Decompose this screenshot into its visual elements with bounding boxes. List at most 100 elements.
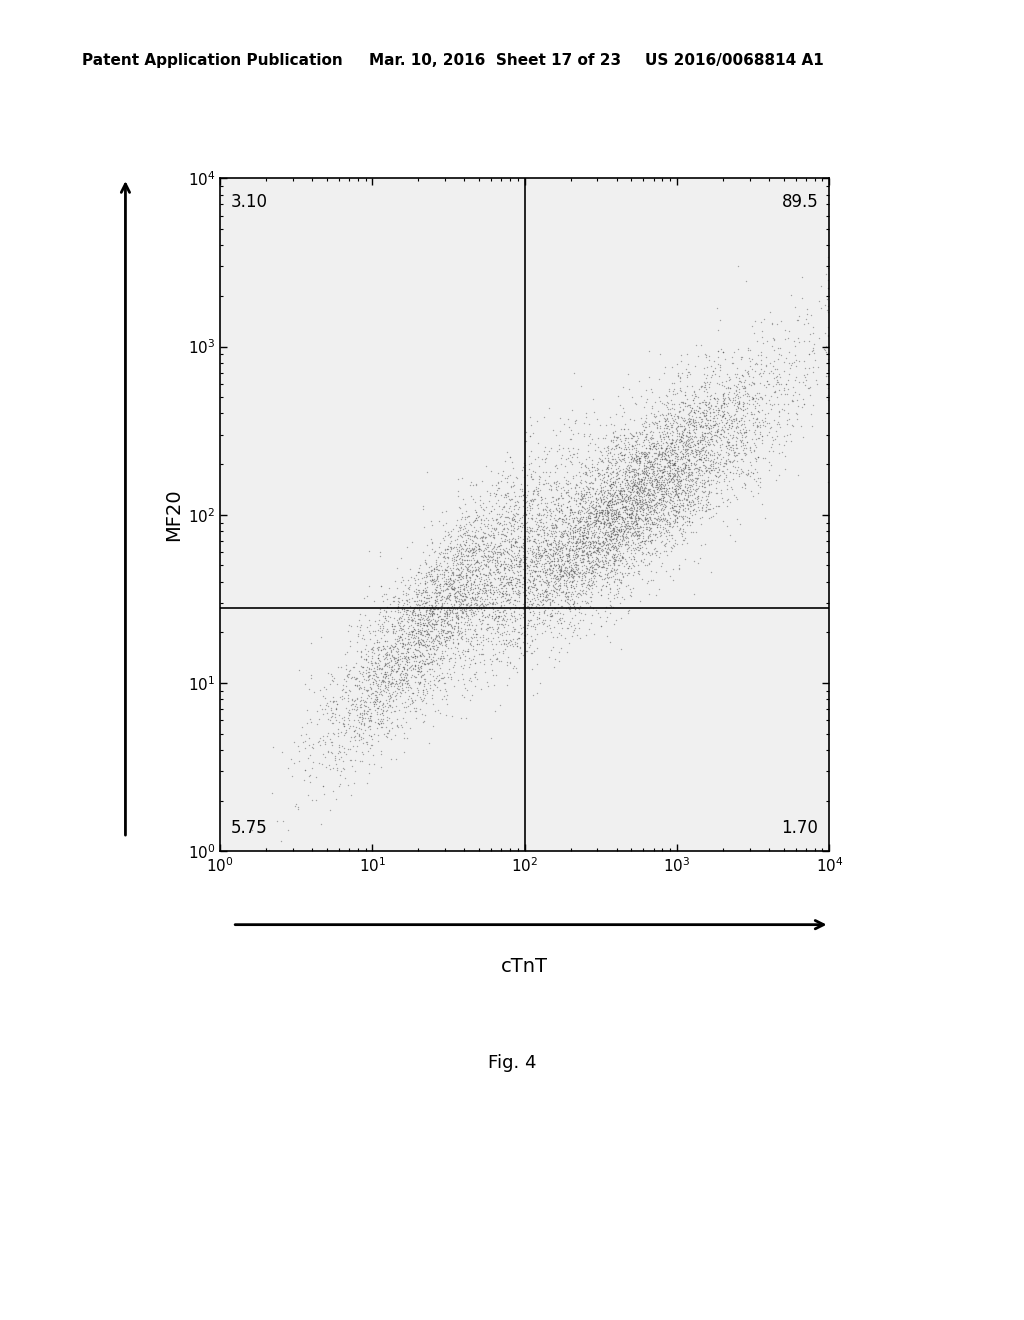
Point <box>779 327 796 348</box>
Point <box>489 541 506 562</box>
Point <box>692 376 709 397</box>
Point <box>483 593 500 614</box>
Point <box>697 376 714 397</box>
Point <box>375 709 391 730</box>
Point <box>684 490 700 511</box>
Point <box>591 447 607 469</box>
Point <box>586 565 602 586</box>
Point <box>730 417 746 438</box>
Point <box>612 569 629 590</box>
Point <box>482 515 499 536</box>
Point <box>362 710 379 731</box>
Point <box>590 531 606 552</box>
Point <box>529 519 546 540</box>
Point <box>434 502 451 523</box>
Point <box>675 508 691 529</box>
Point <box>637 445 653 466</box>
Point <box>522 466 539 487</box>
Point <box>454 664 470 685</box>
Point <box>407 620 423 642</box>
Point <box>678 454 694 475</box>
Point <box>595 492 611 513</box>
Point <box>478 574 495 595</box>
Point <box>562 517 579 539</box>
Point <box>508 536 524 557</box>
Point <box>687 416 703 437</box>
Point <box>590 507 606 528</box>
Point <box>669 500 685 521</box>
Point <box>594 539 610 560</box>
Point <box>395 615 412 636</box>
Point <box>618 458 635 479</box>
Point <box>671 430 687 451</box>
Point <box>500 543 516 564</box>
Point <box>546 550 562 572</box>
Point <box>612 506 629 527</box>
Point <box>675 428 691 449</box>
Point <box>680 442 696 463</box>
Point <box>559 560 575 581</box>
Point <box>678 429 694 450</box>
Point <box>591 504 607 525</box>
Point <box>410 632 426 653</box>
Point <box>645 436 662 457</box>
Point <box>550 508 566 529</box>
Point <box>462 599 478 620</box>
Point <box>633 516 649 537</box>
Point <box>679 396 695 417</box>
Point <box>578 477 594 498</box>
Point <box>790 309 806 330</box>
Point <box>506 610 522 631</box>
Point <box>657 447 674 469</box>
Point <box>495 590 511 611</box>
Point <box>642 508 658 529</box>
Point <box>579 574 595 595</box>
Point <box>600 492 616 513</box>
Point <box>634 436 650 457</box>
Point <box>691 397 708 418</box>
Point <box>666 441 682 462</box>
Point <box>730 338 746 359</box>
Point <box>678 425 694 446</box>
Point <box>550 475 566 496</box>
Point <box>811 327 827 348</box>
Point <box>701 409 718 430</box>
Point <box>325 702 341 723</box>
Point <box>715 461 731 482</box>
Point <box>716 420 732 441</box>
Point <box>584 457 600 478</box>
Point <box>662 440 678 461</box>
Point <box>602 486 618 507</box>
Point <box>727 363 743 384</box>
Point <box>564 519 581 540</box>
Point <box>531 548 548 569</box>
Point <box>682 436 698 457</box>
Point <box>565 553 582 574</box>
Point <box>440 620 457 642</box>
Point <box>632 451 648 473</box>
Point <box>425 598 441 619</box>
Point <box>573 507 590 528</box>
Point <box>508 531 524 552</box>
Point <box>522 581 539 602</box>
Point <box>669 533 685 554</box>
Point <box>457 619 473 640</box>
Point <box>357 680 374 701</box>
Point <box>324 713 340 734</box>
Point <box>699 393 716 414</box>
Point <box>715 446 731 467</box>
Point <box>645 504 662 525</box>
Point <box>553 527 569 548</box>
Point <box>505 504 521 525</box>
Point <box>296 738 312 759</box>
Point <box>652 524 669 545</box>
Point <box>570 520 587 541</box>
Point <box>706 414 722 436</box>
Point <box>586 513 602 535</box>
Point <box>519 496 536 517</box>
Point <box>557 558 573 579</box>
Point <box>588 494 604 515</box>
Point <box>438 601 455 622</box>
Point <box>394 647 411 668</box>
Point <box>563 566 580 587</box>
